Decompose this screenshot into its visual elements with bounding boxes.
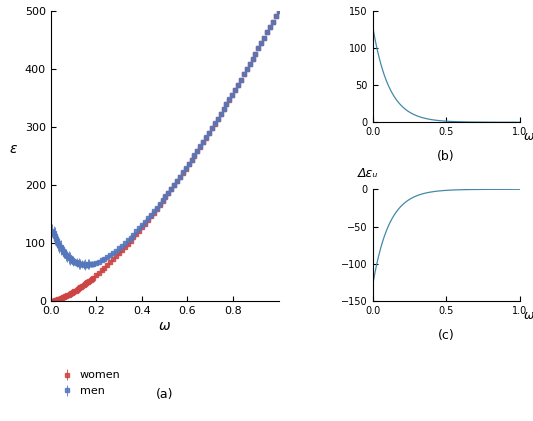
Text: ω: ω xyxy=(524,130,533,143)
Legend: women, men: women, men xyxy=(61,370,120,396)
Text: (c): (c) xyxy=(438,329,455,342)
Text: Δεᵤ: Δεᵤ xyxy=(358,168,378,180)
Text: ω: ω xyxy=(524,309,533,322)
Text: Δεₘ: Δεₘ xyxy=(358,0,381,2)
Y-axis label: ε: ε xyxy=(10,142,17,156)
X-axis label: ω: ω xyxy=(159,319,171,333)
Text: (a): (a) xyxy=(156,388,173,401)
Text: (b): (b) xyxy=(437,150,455,163)
